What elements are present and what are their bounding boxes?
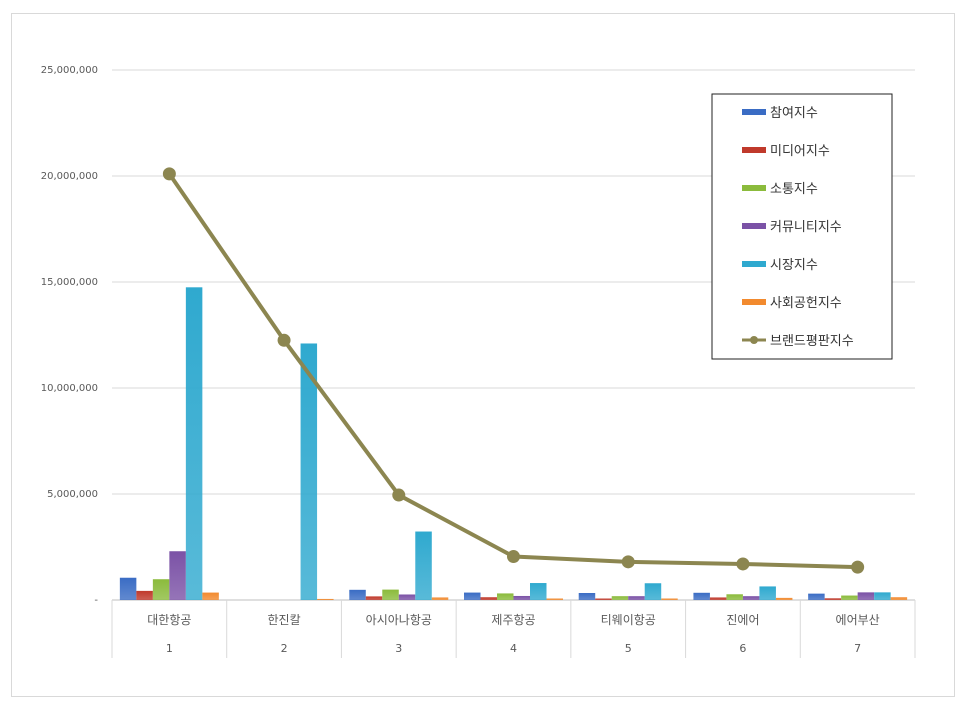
category-index-label: 1 [166,642,173,655]
legend-swatch [742,109,766,115]
legend-label: 시장지수 [770,258,818,273]
bar-3 [152,579,170,600]
category-label: 아시아나항공 [366,613,432,627]
category-label: 제주항공 [491,613,535,627]
bar-6 [546,598,563,600]
category-index-label: 3 [395,642,402,655]
bar-2 [709,597,727,600]
bar-3 [726,594,743,600]
bar-4 [628,596,645,600]
brand-index-point [162,167,176,181]
bar-2 [595,598,612,600]
category-index-label: 7 [854,642,861,655]
bar-6 [431,597,449,600]
brand-index-point [851,560,865,574]
bar-4 [857,592,875,600]
bar-3 [497,593,514,600]
bar-6 [775,597,793,600]
y-tick-label: 15,000,000 [41,277,98,288]
category-label: 에어부산 [836,613,880,627]
legend-label: 브랜드평판지수 [770,334,854,349]
bar-5 [415,531,432,600]
category-index-label: 4 [510,642,517,655]
category-label: 대한항공 [147,613,191,627]
legend-label: 참여지수 [770,106,818,121]
legend-marker [750,336,758,344]
bar-6 [202,592,219,600]
bar-4 [742,596,760,600]
brand-index-point [392,488,406,502]
legend-label: 사회공헌지수 [770,296,842,311]
bar-6 [317,598,334,600]
bar-2 [365,596,383,600]
category-index-label: 2 [281,642,288,655]
bar-5 [300,343,318,600]
bar-4 [398,594,416,600]
bar-2 [480,597,497,600]
bar-1 [349,589,366,600]
legend-label: 소통지수 [770,182,818,197]
brand-index-point [507,550,520,564]
legend-swatch [742,299,766,305]
brand-reputation-chart: - 5,000,000 10,000,000 15,000,000 20,000,000… [41,65,916,658]
category-label: 티웨이항공 [601,613,656,627]
category-index-label: 5 [625,642,632,655]
y-tick-label: 25,000,000 [41,65,98,76]
bar-4 [169,551,186,600]
y-tick-label: 20,000,000 [41,171,98,182]
legend-label: 커뮤니티지수 [770,220,842,235]
bar-6 [661,598,678,600]
bar-1 [464,592,481,600]
bar-1 [119,577,137,600]
category-label: 진에어 [726,613,759,627]
y-tick-label: 10,000,000 [41,383,98,394]
bar-5 [644,583,662,600]
legend-label: 미디어지수 [770,144,830,159]
bar-4 [513,595,530,600]
bar-3 [841,595,858,600]
brand-index-point [736,557,750,571]
bar-5 [530,583,547,600]
bar-1 [578,593,596,600]
legend-swatch [742,261,766,267]
bar-5 [759,586,776,600]
y-tick-label: - [94,595,98,606]
bar-2 [136,590,153,600]
brand-index-point [621,555,635,569]
chart-frame: - 5,000,000 10,000,000 15,000,000 20,000,000… [11,13,955,697]
bar-3 [611,596,629,600]
bar-1 [693,592,710,600]
legend-swatch [742,223,766,229]
bar-6 [890,597,908,600]
bar-3 [382,589,399,600]
legend-swatch [742,147,766,153]
legend-swatch [742,185,766,191]
brand-index-point [277,333,291,347]
y-tick-label: 5,000,000 [47,489,98,500]
bar-5 [185,287,203,600]
bar-2 [824,598,842,600]
category-index-label: 6 [739,642,746,655]
bar-1 [808,593,825,600]
bar-5 [874,592,891,600]
category-label: 한진칼 [268,613,301,627]
